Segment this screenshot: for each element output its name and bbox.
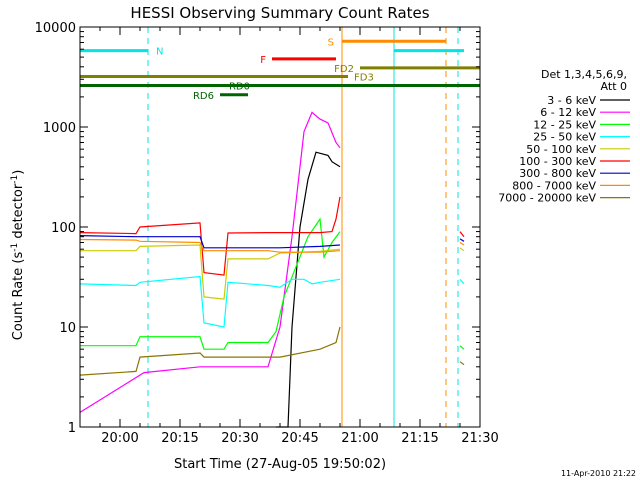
x-tick-label: 20:45 bbox=[281, 431, 318, 446]
flag-label: S bbox=[328, 37, 334, 48]
series-line bbox=[276, 151, 341, 428]
legend-entry-label: 25 - 50 keV bbox=[533, 131, 596, 144]
flag-label: FD2 bbox=[334, 64, 354, 75]
flag-label: RD0 bbox=[229, 82, 250, 93]
legend-entry-label: 100 - 300 keV bbox=[519, 155, 596, 168]
chart-title: HESSI Observing Summary Count Rates bbox=[130, 4, 429, 22]
x-tick-label: 20:30 bbox=[221, 431, 258, 446]
legend-entry-label: 800 - 7000 keV bbox=[512, 179, 596, 192]
series-line-segment bbox=[459, 361, 465, 366]
x-tick-label: 21:15 bbox=[401, 431, 438, 446]
y-tick-label: 10 bbox=[59, 321, 76, 336]
flag-label: RD6 bbox=[193, 91, 214, 102]
series-line-segment bbox=[459, 345, 465, 350]
legend-entry-label: 7000 - 20000 keV bbox=[498, 192, 596, 205]
x-axis-label: Start Time (27-Aug-05 19:50:02) bbox=[174, 457, 386, 472]
series-line-segment bbox=[459, 247, 465, 252]
legend-entry-label: 6 - 12 keV bbox=[540, 106, 596, 119]
series-line bbox=[79, 326, 341, 376]
series-line-segment bbox=[459, 241, 465, 246]
series-line bbox=[79, 111, 341, 413]
y-axis-label: Count Rate (s-1 detector-1) bbox=[10, 170, 26, 341]
x-tick-label: 21:00 bbox=[341, 431, 378, 446]
legend-entry-label: 300 - 800 keV bbox=[519, 167, 596, 180]
x-tick-label: 21:30 bbox=[461, 431, 498, 446]
flag-label: FD3 bbox=[354, 72, 374, 83]
axes: 20:00 20:15 20:30 20:45 21:00 21:15 21:30 1 10 10… bbox=[35, 21, 499, 446]
legend-header: Det 1,3,4,5,6,9, bbox=[541, 68, 627, 81]
x-tick-label: 20:00 bbox=[101, 431, 138, 446]
y-tick-label: 1000 bbox=[43, 121, 76, 136]
series-line-segment bbox=[459, 278, 465, 285]
series-line-segment bbox=[459, 231, 465, 238]
legend-header: Att 0 bbox=[601, 80, 627, 93]
series-line bbox=[79, 275, 341, 328]
series-line-segment bbox=[459, 238, 465, 242]
legend-entry-label: 3 - 6 keV bbox=[547, 94, 596, 107]
series-line bbox=[80, 217, 341, 350]
legend-entry-label: 12 - 25 keV bbox=[533, 118, 596, 131]
y-tick-label: 1 bbox=[68, 421, 76, 436]
flag-label: N bbox=[156, 47, 163, 58]
x-tick-label: 20:15 bbox=[161, 431, 198, 446]
footer-timestamp: 11-Apr-2010 21:22 bbox=[561, 469, 636, 478]
legend-entry-label: 50 - 100 keV bbox=[526, 143, 596, 156]
series-line bbox=[79, 196, 341, 276]
y-tick-label: 10000 bbox=[35, 21, 76, 36]
flag-label: F bbox=[260, 55, 266, 66]
series-line bbox=[79, 235, 341, 249]
y-tick-label: 100 bbox=[51, 221, 76, 236]
series-line bbox=[79, 238, 341, 253]
